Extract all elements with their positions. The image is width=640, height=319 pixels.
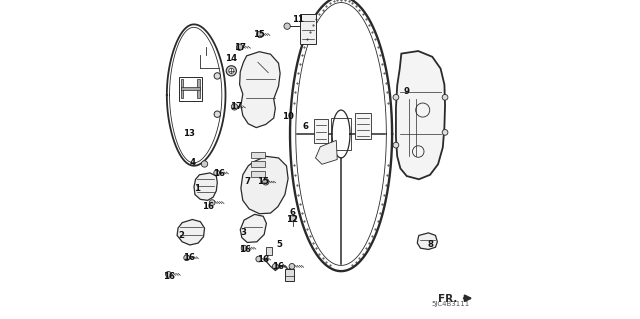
Circle shape (256, 256, 262, 262)
Circle shape (393, 142, 399, 148)
Text: 13: 13 (182, 129, 195, 138)
Polygon shape (194, 173, 218, 200)
Circle shape (231, 104, 237, 110)
Text: 16: 16 (257, 256, 269, 264)
Text: 2: 2 (178, 231, 184, 240)
Circle shape (257, 31, 263, 38)
Circle shape (226, 66, 236, 76)
Bar (300, 14, 316, 44)
Circle shape (214, 111, 220, 117)
Text: 10: 10 (282, 112, 294, 121)
Text: FR.: FR. (438, 294, 457, 304)
Circle shape (393, 94, 399, 100)
Text: 12: 12 (286, 215, 298, 224)
Circle shape (241, 245, 247, 251)
Text: 17: 17 (230, 102, 243, 111)
Bar (314, 119, 328, 143)
Polygon shape (316, 140, 337, 164)
Polygon shape (417, 233, 437, 249)
Circle shape (166, 271, 172, 277)
Text: 15: 15 (257, 177, 269, 186)
Circle shape (284, 23, 291, 29)
Text: 5JC4B3111: 5JC4B3111 (432, 301, 470, 307)
Circle shape (214, 170, 220, 176)
Circle shape (209, 200, 215, 205)
Circle shape (202, 161, 208, 167)
Bar (266, 247, 271, 255)
Text: 16: 16 (213, 169, 225, 178)
Bar (251, 161, 265, 167)
Polygon shape (177, 219, 205, 245)
Bar (180, 87, 200, 90)
Text: 14: 14 (225, 54, 237, 63)
Polygon shape (240, 214, 266, 242)
Text: 9: 9 (403, 87, 409, 96)
Bar (197, 79, 200, 98)
Text: 6: 6 (302, 122, 308, 131)
Bar (180, 79, 184, 98)
Text: 15: 15 (253, 30, 266, 39)
Text: 4: 4 (189, 158, 195, 167)
Circle shape (442, 94, 448, 100)
Text: 11: 11 (292, 15, 304, 24)
Polygon shape (241, 156, 288, 214)
Bar (355, 113, 371, 139)
Bar (251, 171, 265, 177)
Circle shape (236, 44, 243, 50)
Text: 6: 6 (289, 208, 295, 217)
Text: 16: 16 (272, 262, 284, 271)
Circle shape (289, 263, 295, 269)
Bar (179, 77, 202, 101)
Circle shape (228, 68, 234, 73)
Circle shape (290, 215, 296, 222)
Circle shape (214, 73, 220, 79)
Text: 1: 1 (195, 184, 200, 193)
Text: 7: 7 (244, 177, 250, 186)
Circle shape (262, 179, 269, 185)
Text: 8: 8 (427, 241, 433, 249)
Circle shape (442, 130, 448, 135)
Text: 16: 16 (239, 245, 251, 254)
Text: 16: 16 (183, 253, 195, 262)
Polygon shape (396, 51, 445, 179)
Bar (285, 269, 294, 281)
Polygon shape (239, 52, 280, 128)
Text: 3: 3 (241, 228, 246, 237)
Text: 16: 16 (202, 202, 214, 211)
Circle shape (273, 263, 278, 269)
Text: 17: 17 (234, 43, 246, 52)
Text: 5: 5 (276, 241, 282, 249)
Text: 16: 16 (163, 272, 175, 281)
Circle shape (184, 255, 189, 261)
Bar (251, 152, 265, 158)
Bar (332, 118, 351, 150)
